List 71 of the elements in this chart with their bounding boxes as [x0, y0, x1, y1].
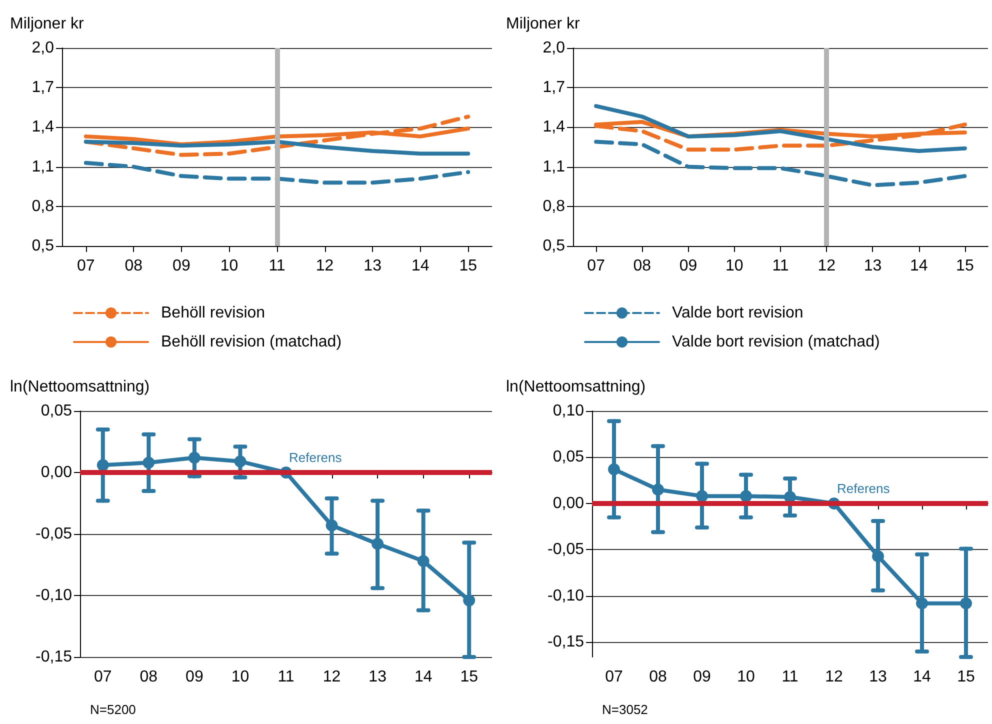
y-tick-label: 0,5	[542, 238, 566, 254]
y-tick-label: -0,15	[548, 634, 584, 651]
legend-label: Behöll revision	[161, 304, 266, 322]
x-tick-label: 10	[231, 668, 250, 686]
x-tick-label: 11	[782, 668, 798, 686]
y-tick-label: 2,0	[542, 40, 566, 56]
x-tick-label: 09	[679, 258, 698, 274]
x-tick-label: 15	[956, 258, 974, 274]
y-tick-label: 0,8	[32, 198, 54, 215]
y-tick-label: 0,00	[40, 464, 72, 481]
x-tick-label: 13	[364, 258, 382, 274]
x-tick-label: 11	[772, 258, 789, 274]
x-tick-label: 13	[869, 668, 887, 686]
legend-label: Valde bort revision	[672, 304, 804, 322]
y-tick-label: 0,00	[552, 494, 584, 512]
annotation: Referens	[837, 480, 890, 496]
x-tick-label: 08	[633, 258, 652, 274]
x-tick-label: 12	[818, 258, 836, 274]
y-tick-label: 1,1	[32, 158, 54, 176]
x-tick-label: 11	[278, 668, 294, 686]
y-axis-title: ln(Nettoomsattning)	[10, 378, 150, 396]
x-tick-label: 14	[414, 668, 432, 686]
y-tick-label: -0,05	[548, 541, 584, 558]
x-tick-label: 08	[124, 258, 143, 274]
x-tick-label: 10	[737, 668, 755, 686]
x-tick-label: 07	[605, 668, 623, 686]
y-tick-label: -0,10	[548, 587, 584, 604]
y-axis-title: Miljoner kr	[506, 16, 580, 32]
y-axis-title: ln(Nettoomsattning)	[506, 378, 646, 396]
annotation: Referens	[289, 450, 342, 465]
x-tick-label: 07	[76, 258, 95, 274]
y-tick-label: -0,05	[36, 526, 72, 542]
x-tick-label: 15	[957, 668, 975, 686]
legend-label: Valde bort revision (matchad)	[672, 334, 880, 350]
y-tick-label: 2,0	[32, 40, 54, 56]
y-tick-label: 1,1	[542, 158, 566, 176]
x-tick-label: 09	[172, 258, 190, 274]
y-tick-label: -0,15	[36, 648, 72, 666]
x-tick-label: 14	[913, 668, 931, 686]
x-tick-label: 14	[411, 258, 430, 274]
y-tick-label: 0,8	[542, 198, 566, 215]
x-tick-label: 07	[587, 258, 606, 274]
x-tick-label: 09	[693, 668, 711, 686]
x-tick-label: 13	[368, 668, 387, 686]
y-tick-label: 1,7	[542, 79, 566, 96]
x-tick-label: 08	[649, 668, 667, 686]
x-tick-label: 10	[220, 258, 238, 274]
x-tick-label: 11	[268, 258, 286, 274]
y-tick-label: 0,10	[552, 402, 584, 420]
x-tick-label: 15	[459, 258, 478, 274]
legend-label: Behöll revision (matchad)	[161, 334, 342, 350]
y-axis-title: Miljoner kr	[10, 16, 84, 32]
x-tick-label: 14	[910, 258, 928, 274]
x-tick-label: 07	[94, 668, 112, 686]
y-tick-label: 1,7	[32, 79, 54, 96]
y-tick-label: 0,05	[552, 448, 584, 466]
x-tick-label: 09	[186, 668, 204, 686]
text: N=3052	[602, 702, 648, 717]
y-tick-label: 0,5	[32, 238, 54, 254]
x-tick-label: 08	[140, 668, 158, 686]
y-tick-label: -0,10	[36, 587, 72, 604]
y-tick-label: 0,05	[40, 402, 72, 420]
x-tick-label: 12	[316, 258, 334, 274]
x-tick-label: 12	[322, 668, 341, 686]
x-tick-label: 12	[825, 668, 843, 686]
x-tick-label: 10	[725, 258, 744, 274]
x-tick-label: 13	[864, 258, 882, 274]
x-tick-label: 15	[460, 668, 478, 686]
y-tick-label: 1,4	[32, 118, 54, 136]
y-tick-label: 1,4	[542, 118, 566, 136]
text: N=5200	[90, 702, 136, 717]
